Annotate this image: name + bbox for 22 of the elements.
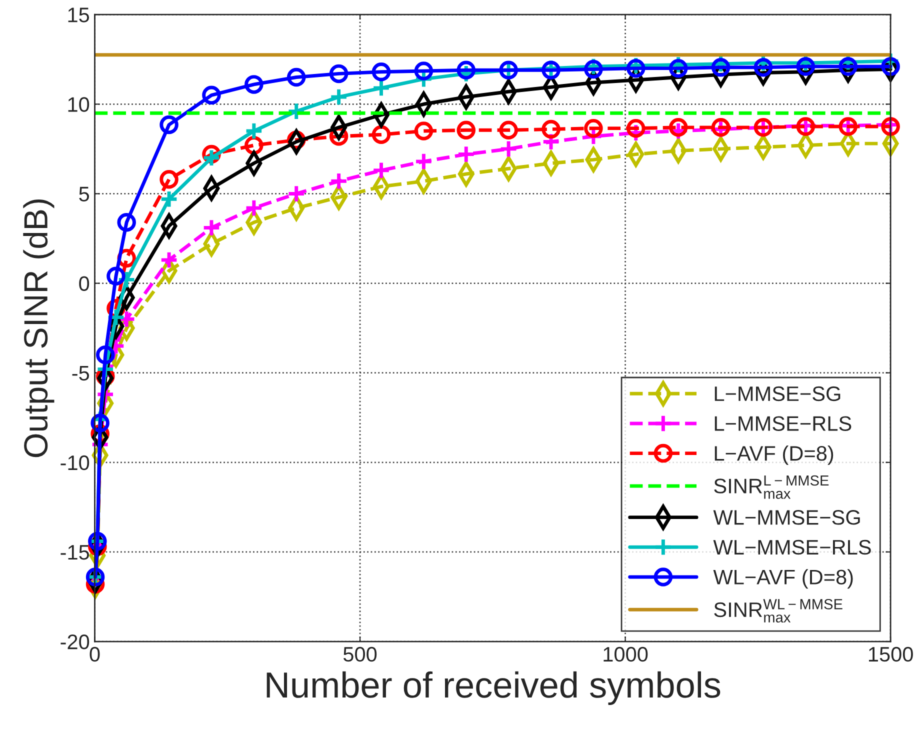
y-tick-label: -15: [60, 545, 90, 560]
legend-label: WL−MMSE−SG: [713, 510, 860, 525]
legend-label: WL−AVF (D=8): [713, 569, 853, 589]
x-tick-label: 1000: [604, 646, 648, 662]
y-tick-label: -20: [60, 634, 90, 650]
y-tick-label: 0: [79, 276, 90, 292]
legend-label: SINR$^{WL−MMSE}$$_{max}$: [714, 599, 842, 623]
x-tick-label: 1500: [868, 646, 913, 662]
y-tick-label: 5: [79, 186, 90, 202]
x-tick-label: 500: [343, 646, 377, 662]
legend-label: L−MMSE−SG: [714, 386, 840, 402]
x-tick-label: 0: [90, 646, 100, 662]
x-axis-title: Number of received symbols: [266, 671, 720, 706]
legend-label: L−MMSE−RLS: [714, 416, 852, 431]
legend-label: WL−MMSE−RLS: [713, 540, 871, 555]
legend-label: SINR$^{L−MMSE}$$_{max}$: [714, 475, 829, 499]
y-axis-title: Output SINR (dB): [23, 200, 54, 458]
y-tick-label: -10: [60, 455, 90, 470]
y-tick-label: 10: [68, 97, 90, 112]
legend-label: L−AVF (D=8): [714, 446, 834, 465]
y-tick-label: 15: [68, 8, 90, 22]
y-tick-label: -5: [72, 366, 90, 381]
